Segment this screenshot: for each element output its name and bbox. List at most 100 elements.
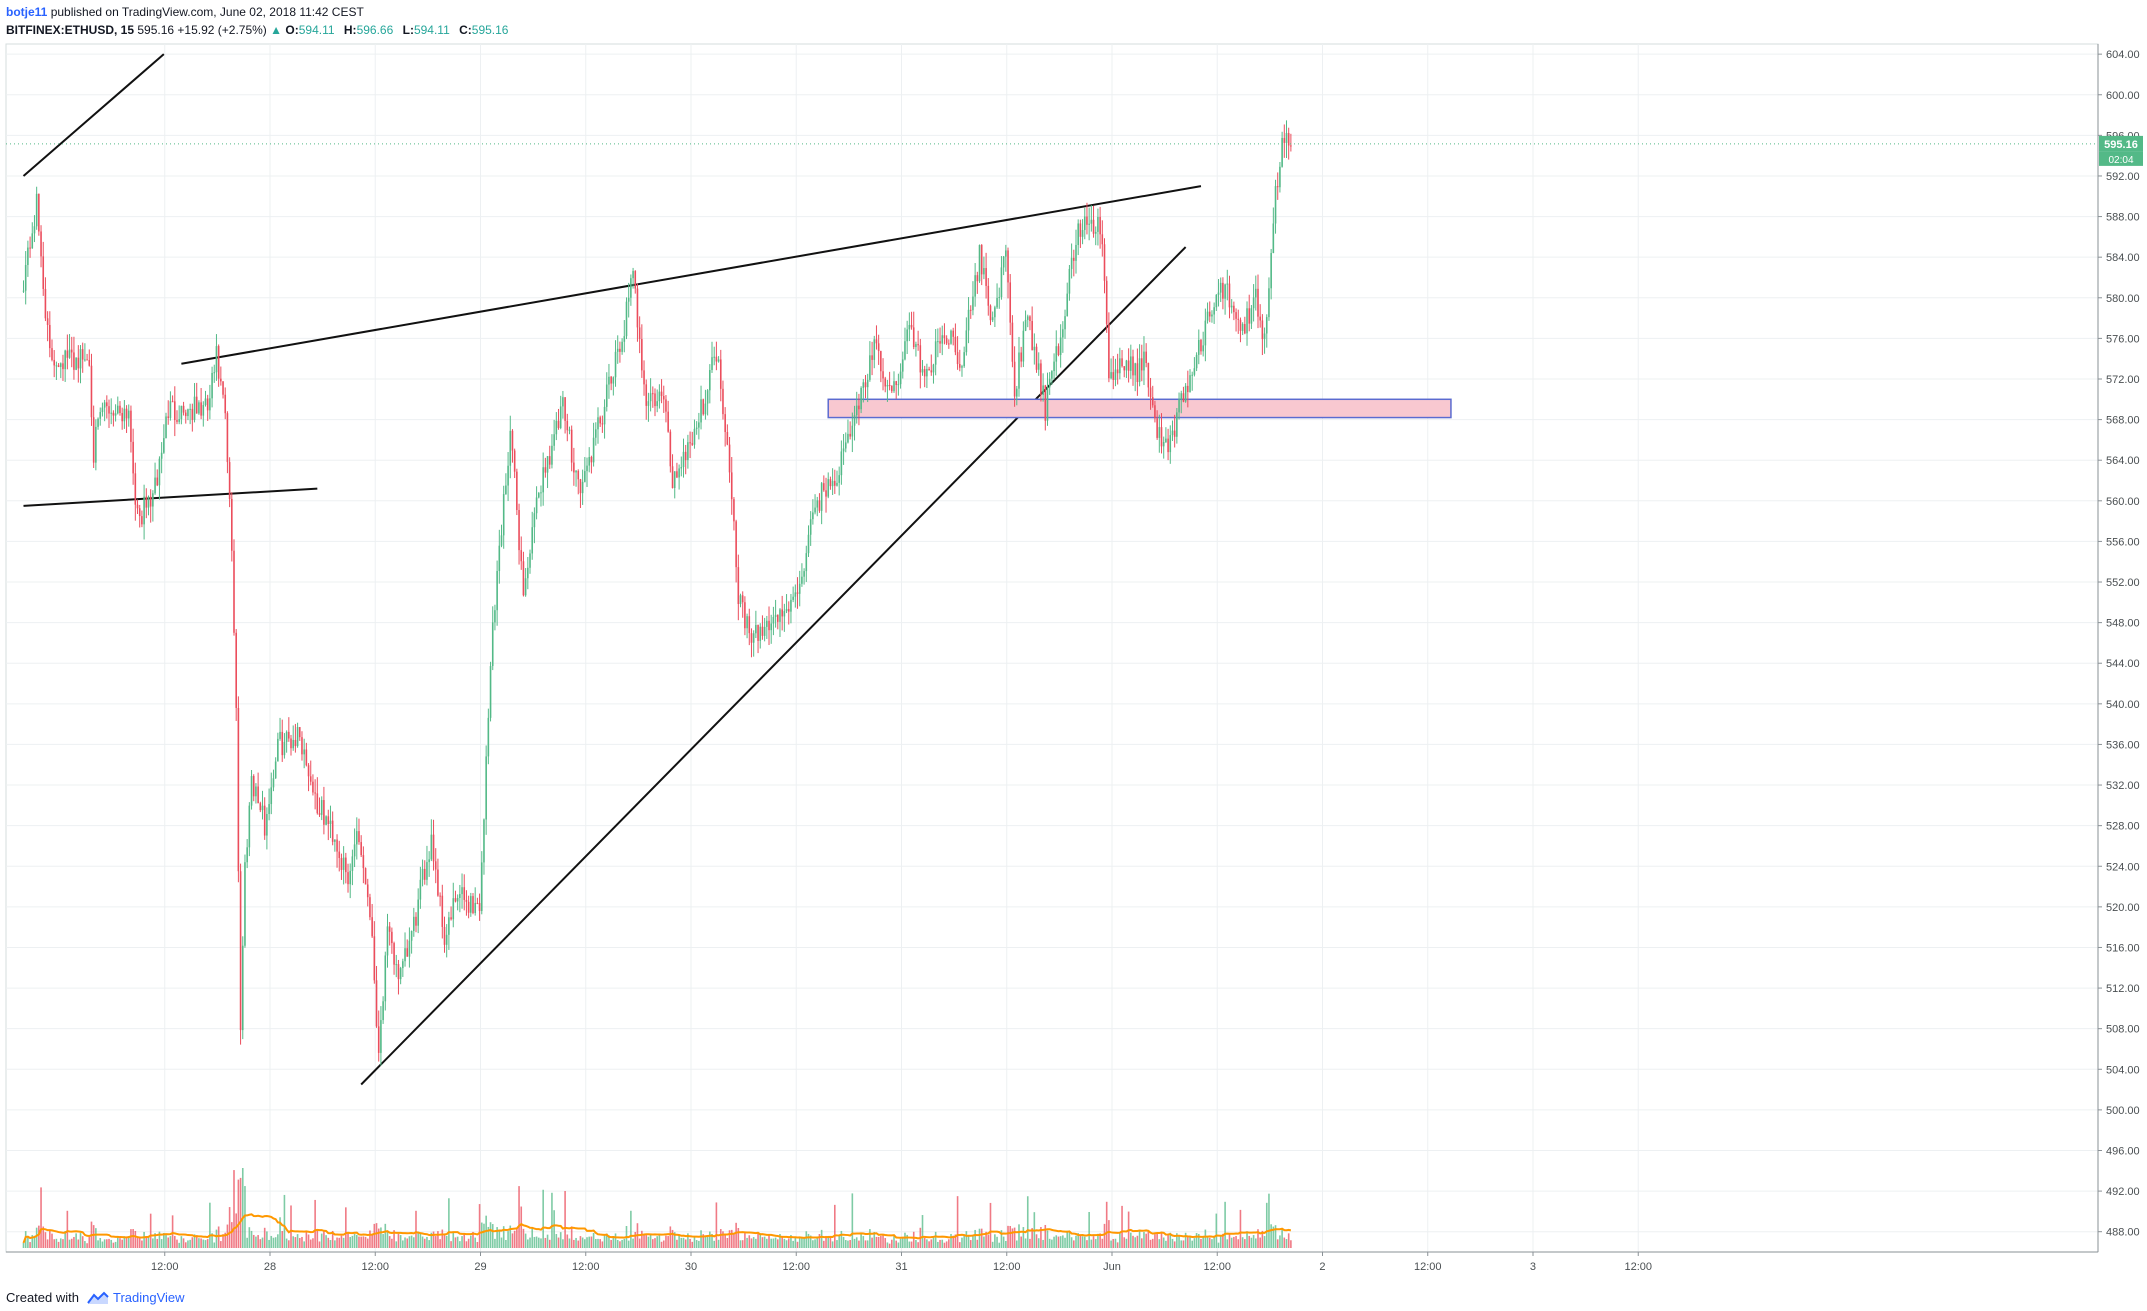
volume-bar [667,1236,669,1248]
price-tick-label: 544.00 [2106,658,2140,670]
candle-body [31,233,34,249]
volume-bar [99,1238,102,1248]
volume-bar [125,1238,128,1248]
volume-bar [1208,1237,1211,1248]
volume-bar [261,1237,264,1248]
candle-body [921,369,924,373]
candle-body [527,567,529,579]
tradingview-brand: TradingView [112,1290,185,1305]
volume-bar [1086,1240,1088,1248]
candle-body [831,480,834,487]
volume-bar [840,1230,843,1248]
candle-body [426,862,428,880]
volume-bar [897,1242,900,1248]
candle-body [814,507,816,513]
candle-body [594,429,597,438]
volume-bar [737,1227,740,1248]
trendline[interactable] [360,246,1187,1086]
volume-bar [95,1228,97,1248]
volume-bar [1097,1233,1099,1248]
candle-body [1241,324,1244,331]
candle-body [529,553,531,568]
candle-body [1211,314,1213,317]
volume-bar [1119,1232,1121,1248]
volume-bar [1182,1240,1185,1248]
candle-body [132,441,134,474]
volume-bar [926,1239,928,1248]
volume-bar [77,1239,80,1248]
candle-body [1132,356,1134,376]
candle-body [741,595,744,603]
trendline[interactable] [181,185,1202,365]
candle-body [437,869,439,896]
candle-body [652,393,654,395]
candle-body [261,805,264,811]
candle-body [656,401,658,407]
volume-bar [584,1239,586,1248]
candle-body [873,339,876,360]
candle-body [711,357,713,371]
candle-body [130,410,132,442]
candle-body [393,943,395,965]
volume-bar [923,1237,926,1248]
candle-body [772,616,775,624]
candle-body [691,443,694,445]
price-tick-label: 552.00 [2106,577,2140,589]
publisher-link[interactable]: botje11 [6,5,48,19]
volume-bar [531,1228,534,1248]
volume-bar [976,1239,979,1248]
candle-body [1073,257,1075,261]
volume-bar [1130,1232,1132,1248]
volume-bar [573,1239,575,1248]
candle-body [125,408,128,419]
volume-bar [320,1233,323,1248]
volume-bar [1051,1239,1053,1248]
candle-body [761,626,764,636]
volume-bar [983,1236,985,1248]
volume-bar [1228,1233,1231,1248]
candle-body [1189,375,1191,393]
candle-body [1140,358,1143,371]
candle-body [143,496,145,525]
candle-body [417,899,419,926]
volume-bar [456,1236,459,1248]
volume-bar [75,1233,77,1248]
volume-bar [818,1234,821,1248]
support-zone-rectangle[interactable] [827,398,1452,419]
volume-bar [1092,1236,1095,1248]
volume-bar [1213,1235,1215,1248]
candle-body [149,496,152,507]
candle-body [180,405,183,420]
candle-body [1151,397,1154,406]
volume-bar [206,1239,209,1248]
trendline[interactable] [23,487,318,507]
candle-body [24,264,27,291]
volume-bar [551,1192,553,1248]
drawing-layer[interactable] [22,53,1452,1086]
candle-body [283,741,286,756]
candle-body [152,493,154,507]
candle-body [1070,257,1073,269]
volume-bar [985,1231,987,1248]
tradingview-link[interactable]: TradingView [87,1290,185,1305]
volume-bar [92,1225,95,1248]
trendline[interactable] [22,53,165,177]
volume-bar [893,1235,895,1248]
volume-bar [202,1239,205,1248]
candle-body [419,879,422,900]
volume-bar [55,1238,58,1248]
candle-body [213,372,216,374]
time-tick-label: Jun [1103,1261,1121,1273]
candle-body [35,193,38,227]
candle-body [1108,324,1110,379]
candle-body [996,297,998,308]
candle-body [95,426,97,463]
candle-body [671,466,674,489]
volume-bar [27,1236,29,1248]
candle-body [470,896,472,913]
volume-bar [314,1199,316,1248]
candle-body [1007,250,1009,283]
volume-bar [974,1229,976,1248]
candle-body [268,804,270,815]
